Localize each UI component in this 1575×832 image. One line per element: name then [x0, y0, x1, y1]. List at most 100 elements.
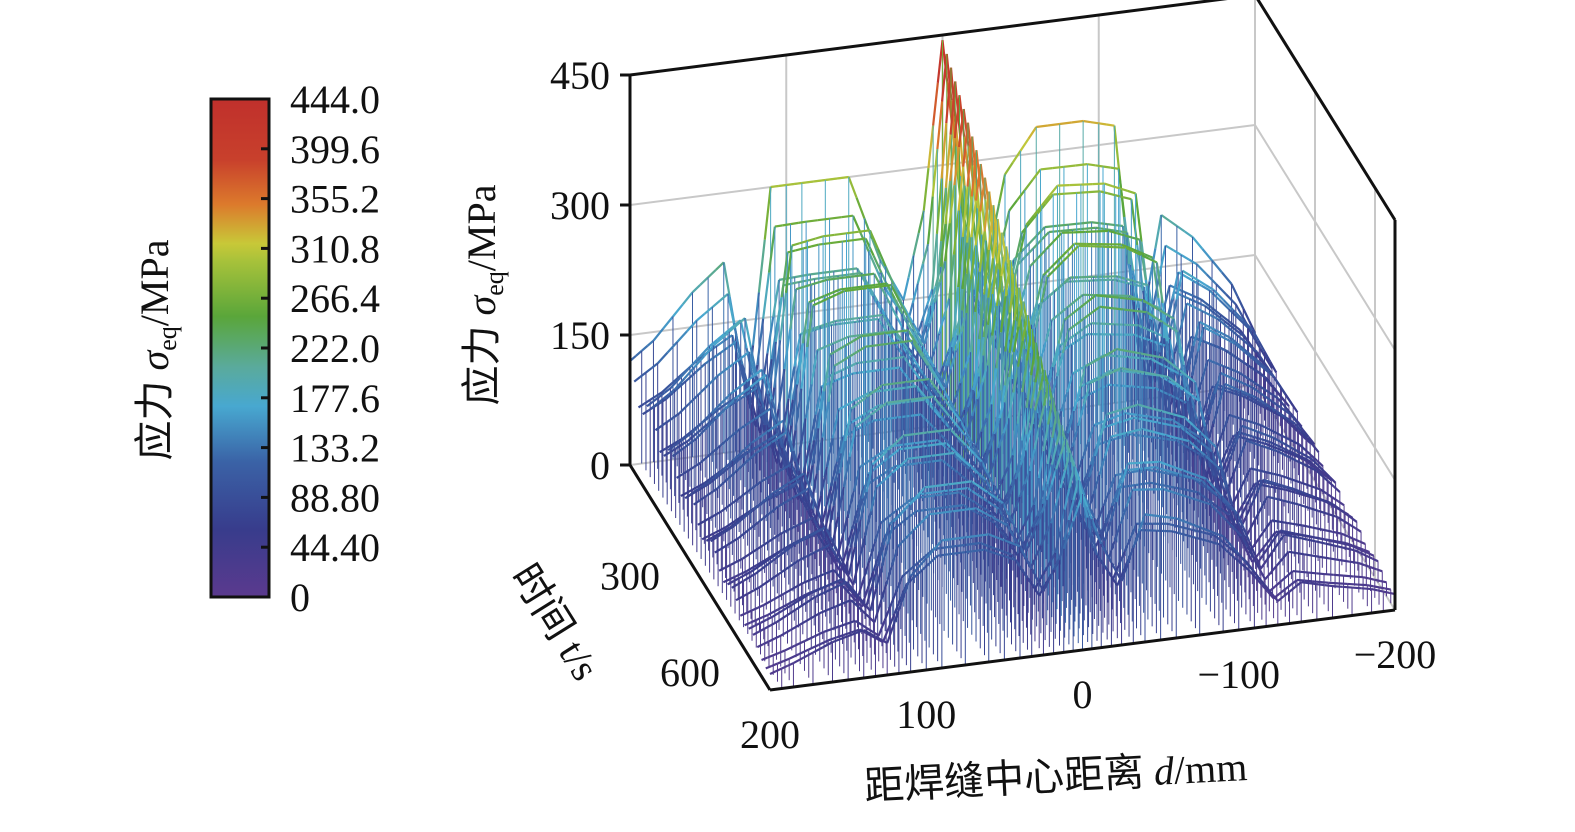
surface-segment [1139, 356, 1152, 361]
surface-segment [1245, 433, 1254, 438]
surface-segment [1114, 408, 1123, 413]
surface-segment [1002, 511, 1011, 524]
surface-segment [831, 409, 840, 439]
surface-segment [1051, 343, 1060, 368]
surface-segment [753, 368, 763, 377]
surface-segment [1050, 313, 1061, 322]
surface-segment [1022, 514, 1030, 527]
surface-segment [1044, 224, 1057, 229]
surface-segment [1325, 492, 1333, 499]
surface-segment [892, 609, 900, 627]
surface-segment [728, 575, 736, 581]
surface-segment [812, 408, 821, 441]
surface-segment [929, 285, 937, 306]
colorbar-tick-label: 222.0 [290, 326, 380, 371]
surface-segment [936, 388, 946, 401]
surface-segment [954, 331, 963, 351]
surface-segment [861, 333, 874, 338]
surface-segment [805, 551, 815, 558]
surface-segment [775, 467, 785, 474]
surface-segment [921, 304, 929, 322]
surface-segment [678, 403, 690, 415]
surface-segment [1205, 284, 1215, 291]
surface-segment [708, 338, 718, 348]
surface-segment [1063, 487, 1071, 510]
surface-segment [1038, 405, 1045, 428]
surface-segment [849, 271, 862, 276]
surface-segment [1083, 311, 1093, 320]
surface-segment [813, 630, 825, 638]
z-axis-label-subscript: eq [480, 271, 509, 296]
surface-segment [1254, 507, 1263, 520]
surface-segment [771, 532, 783, 541]
surface-segment [732, 356, 743, 365]
surface-segment [771, 662, 778, 668]
surface-segment [1274, 580, 1282, 588]
surface-segment [1279, 529, 1289, 534]
surface-segment [1292, 569, 1301, 573]
surface-segment [799, 239, 808, 245]
surface-segment [754, 442, 764, 449]
surface-segment [1233, 328, 1245, 338]
surface-segment [1209, 503, 1219, 513]
surface-segment [1271, 542, 1280, 553]
surface-segment [864, 586, 873, 609]
surface-segment [1087, 424, 1096, 443]
surface-segment [1092, 182, 1105, 186]
surface-segment [769, 550, 781, 560]
surface-segment [1249, 570, 1257, 579]
surface-segment [739, 612, 747, 617]
surface-segment [917, 210, 925, 234]
surface-segment [804, 384, 813, 419]
surface-segment [726, 470, 738, 481]
surface-segment [810, 588, 820, 594]
surface-segment [1249, 427, 1258, 433]
surface-segment [1029, 410, 1037, 431]
surface-segment [1220, 448, 1229, 463]
surface-segment [970, 150, 978, 197]
surface-segment [720, 544, 728, 550]
surface-segment [703, 344, 715, 358]
surface-segment [1265, 403, 1277, 412]
surface-segment [1019, 450, 1027, 466]
surface-segment [707, 475, 720, 485]
surface-segment [786, 598, 798, 606]
surface-segment [1303, 491, 1315, 498]
surface-segment [801, 534, 811, 542]
surface-segment [857, 595, 866, 605]
surface-segment [1241, 563, 1251, 573]
surface-segment [835, 436, 844, 462]
surface-segment [747, 589, 755, 595]
surface-segment [1150, 358, 1160, 365]
surface-segment [1383, 590, 1390, 594]
surface-segment [1284, 533, 1293, 538]
surface-segment [909, 413, 922, 418]
surface-segment [1237, 553, 1248, 564]
surface-segment [880, 638, 888, 645]
surface-segment [679, 366, 691, 379]
surface-segment [861, 391, 871, 398]
surface-segment [836, 175, 849, 180]
surface-segment [964, 351, 972, 369]
surface-segment [1013, 287, 1020, 321]
surface-segment [777, 603, 789, 611]
surface-segment [1319, 555, 1330, 560]
surface-segment [1362, 576, 1370, 580]
surface-segment [1179, 525, 1192, 531]
surface-segment [799, 480, 807, 496]
x-tick-label: 100 [896, 692, 956, 737]
surface-segment [1223, 459, 1232, 477]
surface-segment [1333, 573, 1344, 577]
surface-segment [892, 355, 905, 360]
surface-segment [1167, 376, 1177, 384]
surface-segment [808, 414, 817, 444]
surface-segment [1097, 374, 1106, 381]
surface-segment [794, 640, 805, 647]
surface-segment [1302, 524, 1313, 529]
surface-segment [762, 640, 770, 646]
surface-segment [857, 486, 866, 509]
surface-segment [1188, 440, 1198, 450]
surface-segment [1279, 433, 1291, 441]
surface-segment [839, 635, 849, 641]
surface-segment [1238, 371, 1250, 381]
